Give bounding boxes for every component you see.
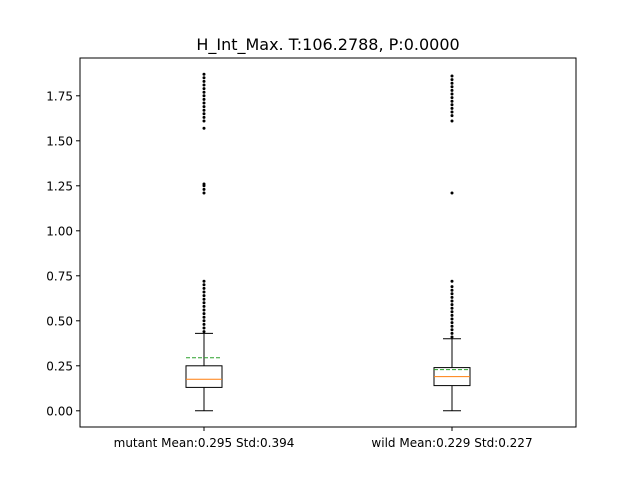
x-tick-label: wild Mean:0.229 Std:0.227 (371, 436, 532, 450)
outlier-point (202, 126, 206, 130)
outlier-point (450, 106, 454, 110)
outlier-point (202, 87, 206, 91)
outlier-point (202, 79, 206, 83)
outlier-point (450, 85, 454, 89)
outlier-point (202, 182, 206, 186)
outlier-point (202, 304, 206, 308)
outlier-point (202, 72, 206, 76)
outlier-point (450, 295, 454, 299)
outlier-point (202, 105, 206, 109)
outlier-point (450, 96, 454, 100)
outlier-point (450, 335, 454, 339)
plot-area: 0.00 0.25 0.50 0.75 1.00 1.25 1.50 1.75 mutant M… (46, 72, 533, 450)
y-tick-label: 1.00 (46, 224, 73, 238)
outlier-point (202, 330, 206, 334)
outlier-point (202, 83, 206, 87)
outlier-point (202, 312, 206, 316)
outlier-point (202, 286, 206, 290)
y-tick-label: 0.00 (46, 404, 73, 418)
outlier-point (450, 292, 454, 296)
y-tick-label: 1.75 (46, 89, 73, 103)
y-tick-label: 1.25 (46, 179, 73, 193)
outlier-point (450, 103, 454, 107)
outlier-point (450, 110, 454, 114)
outlier-point (202, 94, 206, 98)
outlier-point (202, 101, 206, 105)
y-tick-label: 0.50 (46, 314, 73, 328)
outlier-point (450, 119, 454, 123)
outlier-point (450, 78, 454, 82)
outlier-point (202, 279, 206, 283)
outlier-point (450, 74, 454, 78)
chart-title: H_Int_Max. T:106.2788, P:0.0000 (196, 35, 459, 55)
y-tick-label: 0.25 (46, 359, 73, 373)
outlier-point (202, 322, 206, 326)
outlier-point (202, 90, 206, 94)
outlier-point (202, 191, 206, 195)
outlier-point (202, 108, 206, 112)
outlier-point (450, 306, 454, 310)
outlier-point (450, 288, 454, 292)
outlier-point (202, 297, 206, 301)
outlier-point (202, 115, 206, 119)
outlier-point (202, 294, 206, 298)
outlier-point (202, 187, 206, 191)
outlier-point (450, 299, 454, 303)
outlier-point (202, 301, 206, 305)
outlier-point (202, 112, 206, 116)
outlier-point (450, 317, 454, 321)
outlier-point (450, 328, 454, 332)
y-tick-label: 1.50 (46, 134, 73, 148)
outlier-point (450, 285, 454, 289)
outlier-point (450, 324, 454, 328)
box-iqr (185, 365, 223, 388)
outlier-point (202, 319, 206, 323)
outlier-point (202, 290, 206, 294)
outlier-point (450, 279, 454, 283)
outlier-point (202, 97, 206, 101)
outlier-point (450, 310, 454, 314)
outlier-point (202, 76, 206, 80)
outlier-point (202, 315, 206, 319)
outlier-point (202, 308, 206, 312)
outlier-point (450, 88, 454, 92)
outlier-point (450, 321, 454, 325)
x-tick-label: mutant Mean:0.295 Std:0.394 (114, 436, 295, 450)
outlier-point (450, 99, 454, 103)
outlier-point (202, 119, 206, 123)
outlier-point (450, 81, 454, 85)
outlier-point (450, 303, 454, 307)
outlier-point (450, 114, 454, 118)
outlier-point (450, 331, 454, 335)
outlier-point (202, 326, 206, 330)
outlier-point (202, 283, 206, 287)
outlier-point (450, 313, 454, 317)
outlier-point (450, 92, 454, 96)
y-tick-label: 0.75 (46, 269, 73, 283)
plot-frame (79, 57, 577, 428)
outlier-point (450, 191, 454, 195)
